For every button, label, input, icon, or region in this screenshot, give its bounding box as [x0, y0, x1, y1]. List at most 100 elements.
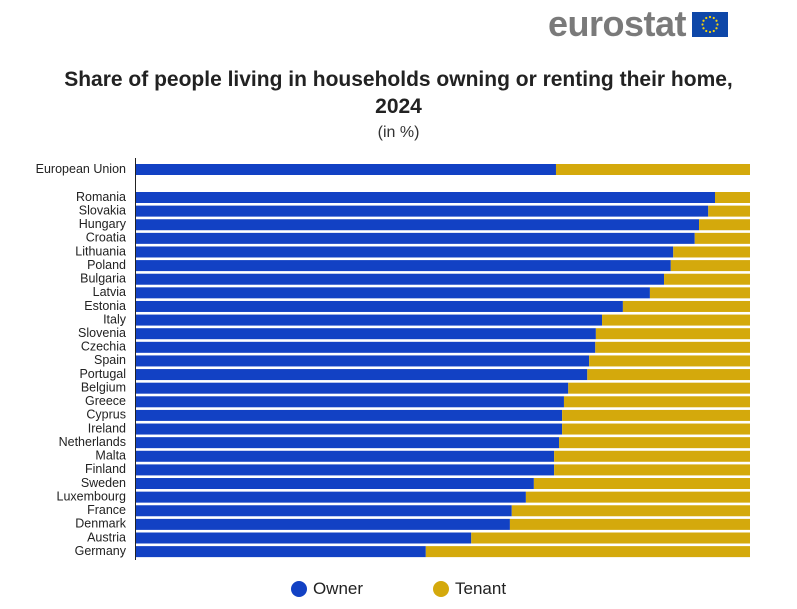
- bar-tenant-france[interactable]: [511, 505, 750, 517]
- flag-star: [705, 29, 708, 32]
- bar-owner-cyprus[interactable]: [136, 409, 563, 421]
- bar-owner-sweden[interactable]: [136, 478, 534, 490]
- category-label: Spain: [94, 353, 126, 367]
- bar-owner-austria[interactable]: [136, 532, 472, 544]
- bar-owner-romania[interactable]: [136, 192, 716, 203]
- category-label: Denmark: [75, 517, 126, 531]
- bar-tenant-germany[interactable]: [425, 546, 750, 558]
- bar-tenant-sweden[interactable]: [533, 478, 750, 490]
- category-label: Cyprus: [86, 408, 126, 422]
- bar-owner-slovakia[interactable]: [136, 205, 709, 217]
- bar-tenant-austria[interactable]: [471, 532, 750, 544]
- bar-tenant-belgium[interactable]: [568, 382, 750, 394]
- bar-owner-greece[interactable]: [136, 396, 564, 408]
- bar-tenant-ireland[interactable]: [562, 423, 750, 435]
- flag-star: [712, 29, 715, 32]
- bar-owner-finland[interactable]: [136, 464, 555, 476]
- bar-owner-ireland[interactable]: [136, 423, 563, 435]
- bar-tenant-finland[interactable]: [554, 464, 750, 476]
- category-label: Slovenia: [78, 326, 126, 340]
- bar-tenant-greece[interactable]: [563, 396, 750, 408]
- bar-owner-germany[interactable]: [136, 546, 426, 558]
- legend-item-tenant[interactable]: Tenant: [433, 579, 506, 599]
- bar-owner-malta[interactable]: [136, 450, 555, 462]
- bar-owner-slovenia[interactable]: [136, 328, 596, 340]
- bar-owner-european-union[interactable]: [136, 164, 556, 175]
- bar-owner-spain[interactable]: [136, 355, 590, 367]
- bar-tenant-slovenia[interactable]: [595, 328, 750, 340]
- bar-tenant-portugal[interactable]: [587, 369, 750, 381]
- category-label: Greece: [85, 394, 126, 408]
- bar-tenant-slovakia[interactable]: [708, 205, 750, 217]
- bar-tenant-estonia[interactable]: [622, 300, 750, 312]
- bar-owner-luxembourg[interactable]: [136, 491, 526, 503]
- flag-star: [708, 30, 712, 33]
- category-label: Lithuania: [75, 244, 126, 258]
- flag-star: [705, 16, 708, 19]
- category-label: Netherlands: [59, 435, 126, 449]
- bar-owner-poland[interactable]: [136, 260, 671, 272]
- bar-owner-denmark[interactable]: [136, 518, 510, 530]
- bar-tenant-italy[interactable]: [602, 314, 750, 326]
- eu-flag-icon: [692, 11, 729, 37]
- category-label: Finland: [85, 462, 126, 476]
- bar-tenant-malta[interactable]: [554, 450, 750, 462]
- tenant-swatch-icon: [433, 581, 450, 597]
- flag-star: [708, 15, 712, 18]
- bar-tenant-czechia[interactable]: [595, 341, 750, 353]
- bar-owner-italy[interactable]: [136, 314, 603, 326]
- bar-owner-belgium[interactable]: [136, 382, 569, 394]
- category-label: Latvia: [93, 285, 126, 299]
- bar-tenant-luxembourg[interactable]: [525, 491, 750, 503]
- bar-tenant-poland[interactable]: [670, 260, 750, 272]
- category-label: Portugal: [79, 367, 126, 381]
- bar-owner-netherlands[interactable]: [136, 437, 560, 449]
- flag-star: [702, 19, 705, 22]
- flag-star: [716, 22, 719, 26]
- flag-star: [701, 22, 704, 26]
- flag-star: [702, 26, 705, 29]
- category-label: Czechia: [81, 340, 126, 354]
- category-label: Austria: [87, 530, 126, 544]
- category-label: Malta: [95, 449, 126, 463]
- flag-star: [715, 26, 718, 29]
- bar-owner-lithuania[interactable]: [136, 246, 674, 258]
- bar-tenant-spain[interactable]: [589, 355, 750, 367]
- bar-owner-latvia[interactable]: [136, 287, 650, 299]
- bar-owner-estonia[interactable]: [136, 300, 623, 312]
- bar-tenant-european-union[interactable]: [555, 164, 750, 175]
- bar-tenant-cyprus[interactable]: [562, 409, 750, 421]
- bar-owner-croatia[interactable]: [136, 232, 695, 244]
- bar-tenant-croatia[interactable]: [694, 232, 750, 244]
- legend-item-owner[interactable]: Owner: [290, 579, 363, 599]
- category-label: Estonia: [84, 299, 126, 313]
- bar-tenant-lithuania[interactable]: [673, 246, 750, 258]
- bar-tenant-hungary[interactable]: [699, 219, 750, 231]
- chart-subtitle: (in %): [377, 124, 420, 141]
- bar-owner-france[interactable]: [136, 505, 512, 517]
- category-label: Slovakia: [79, 203, 126, 217]
- bar-tenant-bulgaria[interactable]: [664, 273, 750, 285]
- bar-owner-hungary[interactable]: [136, 219, 700, 231]
- bar-chart: European Union RomaniaSlovakiaHungaryCroa…: [36, 158, 750, 560]
- category-label: Hungary: [79, 217, 127, 231]
- bar-tenant-denmark[interactable]: [509, 518, 750, 530]
- eurostat-logo: eurostat: [548, 6, 729, 42]
- bar-tenant-romania[interactable]: [715, 192, 750, 203]
- flag-star: [712, 16, 715, 19]
- category-label: Sweden: [81, 476, 126, 490]
- category-label: Croatia: [86, 231, 126, 245]
- category-label: European Union: [36, 162, 126, 176]
- category-label: Bulgaria: [80, 272, 126, 286]
- category-label: Italy: [103, 312, 127, 326]
- bar-owner-bulgaria[interactable]: [136, 273, 665, 285]
- bar-owner-portugal[interactable]: [136, 369, 588, 381]
- legend: Owner Tenant: [0, 579, 797, 599]
- chart-title: Share of people living in households own…: [64, 68, 733, 118]
- bar-tenant-netherlands[interactable]: [559, 437, 750, 449]
- bar-owner-czechia[interactable]: [136, 341, 596, 353]
- bar-tenant-latvia[interactable]: [649, 287, 750, 299]
- flag-star: [715, 19, 718, 22]
- category-label: Germany: [75, 544, 127, 558]
- category-label: Belgium: [81, 380, 126, 394]
